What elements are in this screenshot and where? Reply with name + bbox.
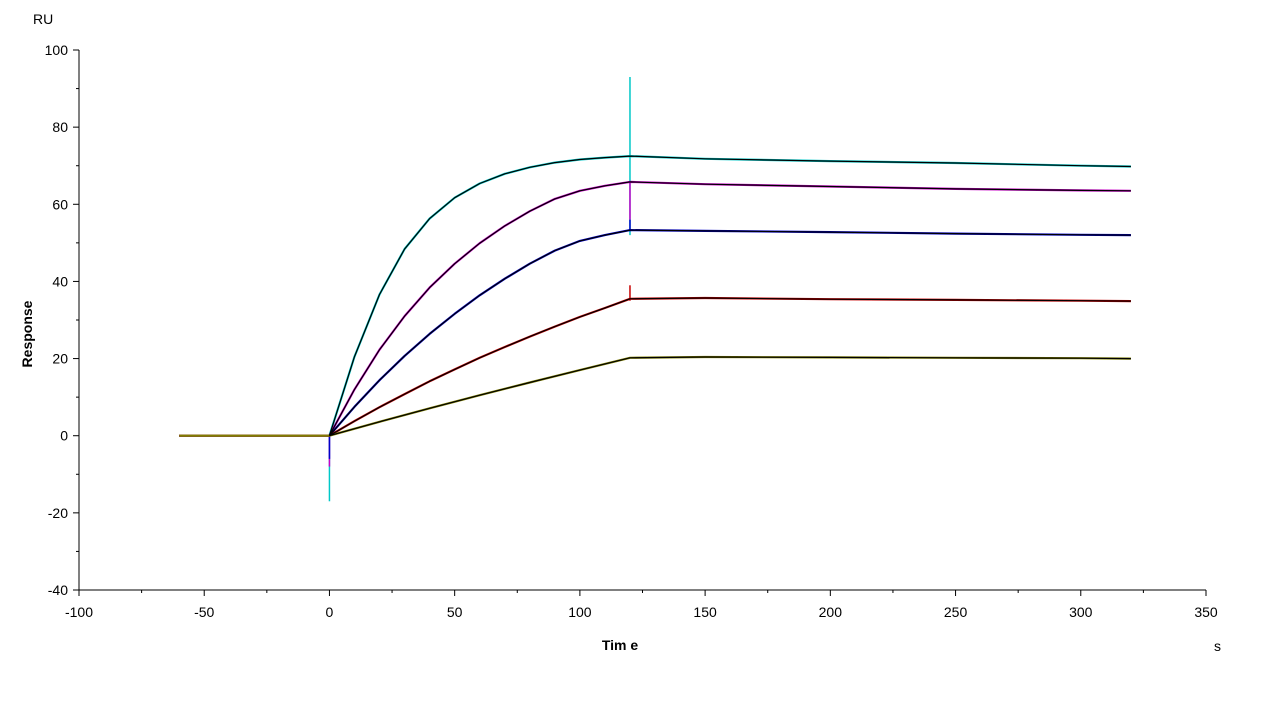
x-tick-label: 300: [1069, 604, 1093, 620]
x-tick-label: 50: [447, 604, 463, 620]
y-tick-label: 20: [52, 351, 68, 367]
x-tick-label: 200: [819, 604, 843, 620]
y-tick-label: 60: [52, 196, 68, 212]
fit-curve-2: [328, 181, 1131, 436]
y-unit-label: RU: [33, 11, 53, 27]
y-tick-label: 100: [45, 42, 69, 58]
y-axis-title: Response: [19, 300, 35, 367]
x-unit-label: s: [1214, 638, 1221, 654]
x-tick-label: 350: [1194, 604, 1218, 620]
x-tick-label: 100: [568, 604, 592, 620]
fit-curve-5: [329, 356, 1131, 437]
fit-curve-3: [328, 229, 1131, 437]
x-tick-label: 250: [944, 604, 968, 620]
fit-layer: [328, 155, 1131, 437]
y-tick-label: 0: [60, 428, 68, 444]
x-ticks: -100 -50 0 50 100 150 200 250 300 350: [65, 590, 1218, 620]
y-tick-label: -40: [48, 582, 68, 598]
x-tick-label: 150: [693, 604, 717, 620]
y-tick-label: -20: [48, 505, 68, 521]
y-tick-label: 40: [52, 273, 68, 289]
x-tick-label: -50: [194, 604, 214, 620]
sensorgram-series-5: [179, 355, 1131, 437]
axes: [78, 50, 1206, 591]
x-axis-title: Tim e: [602, 637, 639, 653]
x-tick-label: 0: [326, 604, 334, 620]
sensorgram-series-3: [179, 229, 1131, 437]
y-ticks: -40 -20 0 20 40 60 80 100: [45, 42, 79, 598]
sensorgram-series-1: [179, 155, 1131, 437]
sensorgram-series-4: [179, 296, 1131, 437]
series-layer: [179, 77, 1131, 502]
y-tick-label: 80: [52, 119, 68, 135]
fit-curve-1: [328, 155, 1131, 436]
x-tick-label: -100: [65, 604, 93, 620]
fit-curve-4: [329, 297, 1131, 437]
sensorgram-series-2: [179, 180, 1131, 437]
